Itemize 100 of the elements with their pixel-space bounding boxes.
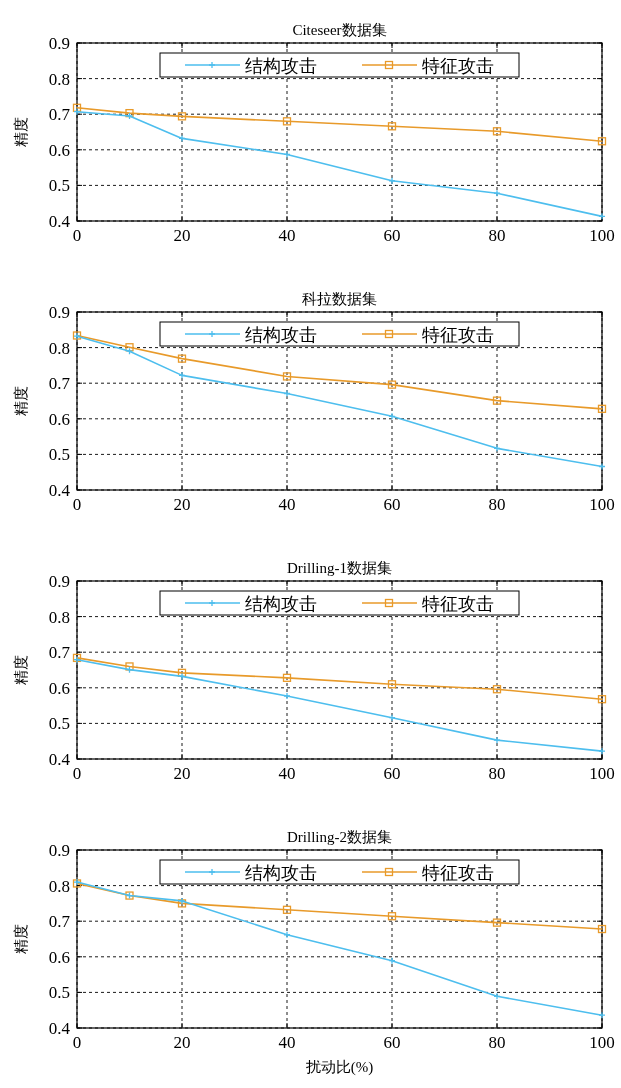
point xyxy=(388,714,396,722)
y-tick-label: 0.4 xyxy=(48,481,71,500)
point xyxy=(387,122,397,131)
y-tick-label: 0.4 xyxy=(48,212,71,231)
y-tick-label: 0.4 xyxy=(48,1019,71,1038)
point xyxy=(178,134,186,143)
point xyxy=(125,112,134,120)
x-tick-label: 100 xyxy=(589,495,615,514)
x-tick-label: 20 xyxy=(173,764,191,783)
chart-title: Drilling-2数据集 xyxy=(287,829,392,845)
x-tick-label: 60 xyxy=(383,226,401,245)
x-tick-label: 0 xyxy=(72,226,82,245)
x-tick-label: 60 xyxy=(383,764,401,783)
legend-label: 特征攻击 xyxy=(422,56,494,76)
y-tick-label: 0.5 xyxy=(48,445,70,465)
y-tick-label: 0.8 xyxy=(48,876,70,896)
point xyxy=(282,372,292,381)
point xyxy=(387,912,397,921)
point xyxy=(388,412,396,420)
y-axis-title: 精度 xyxy=(13,924,29,954)
y-tick-label: 0.8 xyxy=(48,338,70,358)
chart-title: Citeseer数据集 xyxy=(292,22,387,38)
point xyxy=(177,668,187,677)
y-axis-title: 精度 xyxy=(13,386,29,416)
x-tick-label: 20 xyxy=(173,1033,191,1052)
y-tick-label: 0.7 xyxy=(48,912,71,932)
point xyxy=(492,127,502,136)
point xyxy=(178,672,186,681)
chart-title: Drilling-1数据集 xyxy=(287,560,392,576)
x-tick-label: 60 xyxy=(383,1033,401,1052)
legend-label: 结构攻击 xyxy=(245,56,317,76)
x-tick-label: 40 xyxy=(278,226,296,245)
x-tick-label: 80 xyxy=(488,495,506,514)
x-tick-label: 80 xyxy=(488,764,506,783)
point xyxy=(125,662,134,671)
point xyxy=(492,396,502,405)
y-tick-label: 0.6 xyxy=(48,409,70,429)
x-tick-label: 80 xyxy=(488,1033,506,1052)
point xyxy=(283,150,291,159)
point xyxy=(493,189,501,197)
x-tick-label: 0 xyxy=(72,495,82,514)
point xyxy=(283,931,291,939)
point xyxy=(282,905,292,914)
x-tick-label: 80 xyxy=(488,226,506,245)
y-tick-label: 0.5 xyxy=(48,714,70,734)
point xyxy=(493,736,501,744)
legend-label: 结构攻击 xyxy=(245,325,317,345)
y-tick-label: 0.4 xyxy=(48,750,71,769)
y-tick-label: 0.8 xyxy=(48,69,70,89)
y-tick-label: 0.7 xyxy=(48,105,71,125)
y-tick-label: 0.9 xyxy=(48,572,70,591)
point xyxy=(387,380,397,389)
y-tick-label: 0.7 xyxy=(48,374,71,394)
y-tick-label: 0.9 xyxy=(48,303,70,322)
legend-label: 结构攻击 xyxy=(245,863,317,883)
x-tick-label: 60 xyxy=(383,495,401,514)
y-tick-label: 0.8 xyxy=(48,607,70,627)
point xyxy=(283,389,291,398)
point xyxy=(493,992,501,1000)
x-tick-label: 100 xyxy=(589,764,615,783)
x-tick-label: 100 xyxy=(589,1033,615,1052)
point xyxy=(178,371,186,380)
point xyxy=(177,354,187,363)
x-tick-label: 0 xyxy=(72,764,82,783)
x-tick-label: 100 xyxy=(589,226,615,245)
x-axis-title: 扰动比(%) xyxy=(304,1059,374,1076)
x-tick-label: 20 xyxy=(173,226,191,245)
point xyxy=(125,343,134,352)
point xyxy=(597,137,607,146)
point xyxy=(283,692,291,700)
chart-title: 科拉数据集 xyxy=(302,291,377,307)
x-tick-label: 0 xyxy=(72,1033,82,1052)
y-tick-label: 0.6 xyxy=(48,947,70,967)
legend-label: 特征攻击 xyxy=(422,594,494,614)
point xyxy=(597,924,607,934)
point xyxy=(493,444,501,452)
y-tick-label: 0.6 xyxy=(48,678,70,698)
legend-label: 特征攻击 xyxy=(422,325,494,345)
y-tick-label: 0.7 xyxy=(48,643,71,663)
point xyxy=(387,680,397,689)
point xyxy=(177,112,187,121)
y-axis-title: 精度 xyxy=(13,117,29,147)
y-tick-label: 0.9 xyxy=(48,841,70,860)
x-tick-label: 40 xyxy=(278,764,296,783)
point xyxy=(125,108,134,118)
point xyxy=(597,404,607,413)
point xyxy=(492,685,502,694)
point xyxy=(72,103,82,112)
point xyxy=(282,117,292,126)
x-tick-label: 40 xyxy=(278,1033,296,1052)
y-tick-label: 0.6 xyxy=(48,140,70,160)
x-tick-label: 40 xyxy=(278,495,296,514)
point xyxy=(388,957,396,965)
point xyxy=(282,673,292,682)
x-tick-label: 20 xyxy=(173,495,191,514)
y-tick-label: 0.5 xyxy=(48,176,70,196)
point xyxy=(492,918,502,927)
legend-label: 结构攻击 xyxy=(245,594,317,614)
legend-label: 特征攻击 xyxy=(422,863,494,883)
point xyxy=(597,695,607,704)
